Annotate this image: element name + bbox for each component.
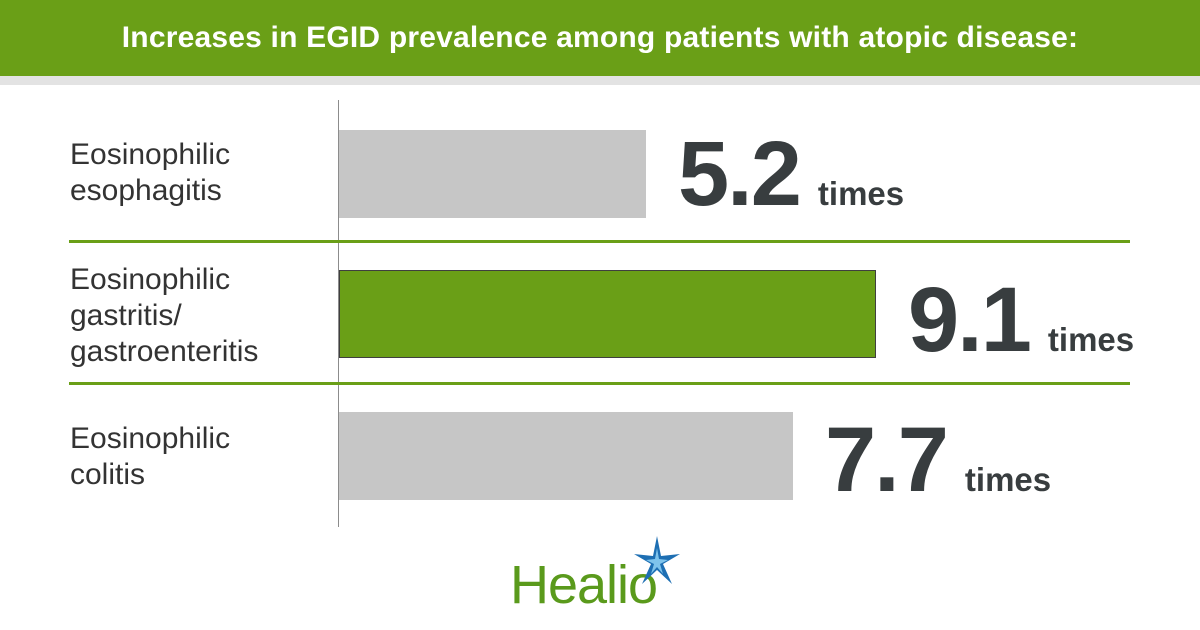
header-shadow bbox=[0, 76, 1200, 85]
value-unit: times bbox=[817, 175, 905, 212]
category-label-line: Eosinophilic bbox=[70, 138, 231, 171]
row-divider bbox=[69, 240, 1130, 243]
value-unit: times bbox=[1047, 321, 1135, 358]
category-label-line: Eosinophilic bbox=[70, 422, 231, 455]
category-label-line: gastroenteritis bbox=[70, 335, 259, 368]
healio-logo: Healio bbox=[510, 536, 680, 615]
category-label-gastritis: Eosinophilic gastritis/ gastroenteritis bbox=[70, 262, 330, 370]
bar-colitis bbox=[339, 412, 793, 500]
category-label-line: gastritis/ bbox=[70, 299, 182, 332]
value-number: 5.2 bbox=[678, 123, 802, 225]
value-label-colitis: 7.7 times bbox=[825, 414, 1051, 506]
category-label-colitis: Eosinophilic colitis bbox=[70, 421, 330, 493]
value-label-esophagitis: 5.2 times bbox=[678, 128, 904, 220]
logo-text: Healio bbox=[510, 555, 658, 615]
star-icon bbox=[634, 536, 680, 584]
chart-title-text: Increases in EGID prevalence among patie… bbox=[121, 21, 1079, 54]
category-label-line: esophagitis bbox=[70, 174, 222, 207]
bar-gastritis bbox=[339, 270, 876, 358]
category-label-line: colitis bbox=[70, 458, 146, 491]
chart-title: Increases in EGID prevalence among patie… bbox=[0, 0, 1200, 76]
value-label-gastritis: 9.1 times bbox=[908, 274, 1134, 366]
category-label-esophagitis: Eosinophilic esophagitis bbox=[70, 137, 330, 209]
category-label-line: Eosinophilic bbox=[70, 263, 231, 296]
value-number: 9.1 bbox=[908, 269, 1032, 371]
value-number: 7.7 bbox=[825, 409, 949, 511]
y-axis-line bbox=[338, 100, 339, 527]
bar-esophagitis bbox=[339, 130, 646, 218]
value-unit: times bbox=[964, 461, 1052, 498]
row-divider bbox=[69, 382, 1130, 385]
